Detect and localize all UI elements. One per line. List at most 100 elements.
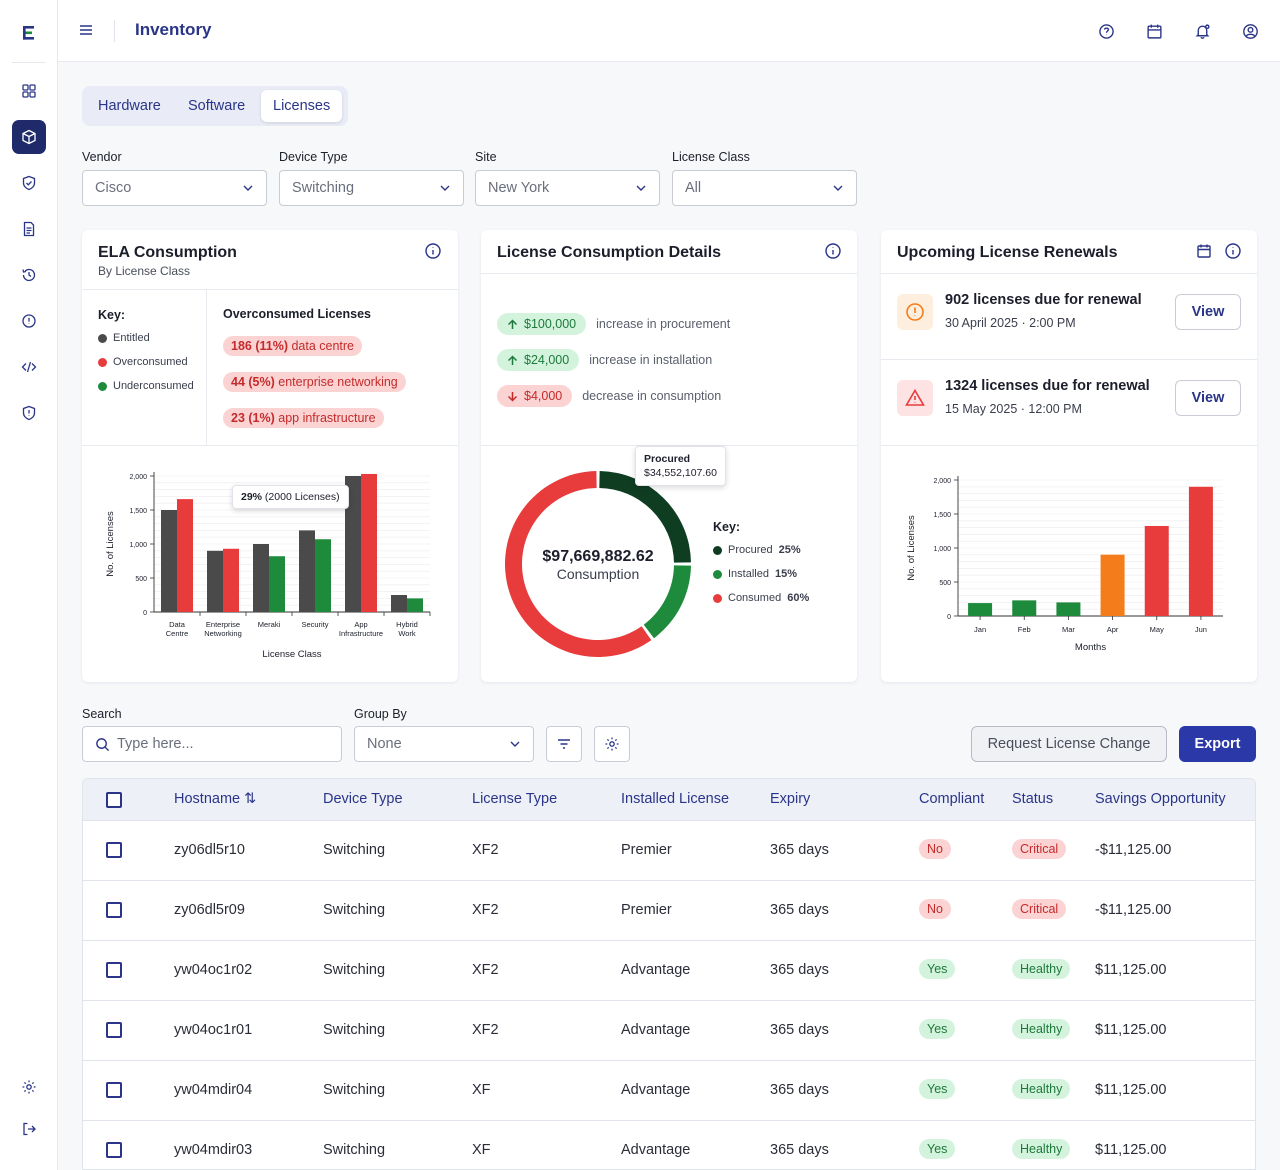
bar-apr xyxy=(1100,554,1125,616)
arrow-down-icon xyxy=(507,391,518,402)
table-row[interactable]: zy06dl5r10 Switching XF2 Premier 365 days -$1… xyxy=(83,820,1255,880)
sidebar-item-compliance[interactable] xyxy=(12,396,46,430)
cell-expiry: 365 days xyxy=(770,1142,829,1158)
cell-hostname: zy06dl5r09 xyxy=(174,902,245,918)
table-row[interactable]: zy06dl5r09 Switching XF2 Premier 365 days -$1… xyxy=(83,880,1255,940)
overconsumed-pill[interactable]: 23 (1%) app infrastructure xyxy=(223,408,384,428)
app-logo-icon[interactable] xyxy=(18,22,40,44)
key-label: Installed xyxy=(728,568,769,580)
y-tick-label: 2,000 xyxy=(129,474,147,481)
tab-hardware[interactable]: Hardware xyxy=(98,98,161,114)
row-checkbox[interactable] xyxy=(106,962,122,978)
sidebar-item-alerts[interactable] xyxy=(12,304,46,338)
table-settings-button[interactable] xyxy=(594,726,630,762)
sidebar-item-history[interactable] xyxy=(12,258,46,292)
key-percent: 15% xyxy=(774,568,798,580)
info-icon[interactable] xyxy=(1224,242,1242,260)
view-button[interactable]: View xyxy=(1175,380,1241,416)
table-row[interactable]: yw04oc1r01 Switching XF2 Advantage 365 days $… xyxy=(83,1000,1255,1060)
cell-license: XF xyxy=(472,1082,491,1098)
row-checkbox[interactable] xyxy=(106,842,122,858)
renewal-time: 12:00 PM xyxy=(1028,402,1082,416)
status-badge: Healthy xyxy=(1012,959,1071,979)
x-tick-label: May xyxy=(1150,625,1164,634)
renewals-bar-chart: 0 500 1,000 1,500 2,000 Jan Feb Mar Apr May Jun Mon… xyxy=(906,476,1223,653)
warning-badge xyxy=(897,294,933,330)
calendar-icon[interactable] xyxy=(1195,242,1213,260)
renewal-item: 902 licenses due for renewal 30 April 20… xyxy=(881,274,1257,360)
license-class-select[interactable]: All xyxy=(672,170,857,206)
overconsumed-pill[interactable]: 186 (11%) data centre xyxy=(223,336,362,356)
key-overconsumed: Overconsumed xyxy=(98,350,194,374)
divider xyxy=(881,273,1257,274)
row-checkbox[interactable] xyxy=(106,1022,122,1038)
tab-software[interactable]: Software xyxy=(188,98,246,114)
calendar-button[interactable] xyxy=(1143,20,1165,42)
row-checkbox[interactable] xyxy=(106,902,122,918)
cell-device: Switching xyxy=(323,902,386,918)
sidebar-item-inventory[interactable] xyxy=(12,120,46,154)
site-select[interactable]: New York xyxy=(475,170,660,206)
filter-icon xyxy=(558,739,570,749)
row-checkbox[interactable] xyxy=(106,1142,122,1158)
sidebar-item-security[interactable] xyxy=(12,166,46,200)
cell-expiry: 365 days xyxy=(770,962,829,978)
tooltip-value: $34,552,107.60 xyxy=(644,467,717,479)
device-type-label: Device Type xyxy=(279,150,348,164)
compliant-badge: Yes xyxy=(919,1019,956,1039)
cell-savings: -$11,125.00 xyxy=(1095,902,1172,918)
column-expiry[interactable]: Expiry xyxy=(770,791,811,807)
x-tick-label: App xyxy=(354,620,367,629)
renewal-day: 15 May 2025 xyxy=(945,402,1018,416)
sidebar-item-dashboard[interactable] xyxy=(12,74,46,108)
sidebar-item-logout[interactable] xyxy=(12,1112,46,1146)
device-type-select[interactable]: Switching xyxy=(279,170,464,206)
license-class-label: License Class xyxy=(672,150,750,164)
compliant-badge: No xyxy=(919,899,951,919)
help-button[interactable] xyxy=(1095,20,1117,42)
cell-device: Switching xyxy=(323,1082,386,1098)
row-checkbox[interactable] xyxy=(106,1082,122,1098)
filter-button[interactable] xyxy=(546,726,582,762)
column-installed-license[interactable]: Installed License xyxy=(621,791,730,807)
sidebar-item-code[interactable] xyxy=(12,350,46,384)
column-device-type[interactable]: Device Type xyxy=(323,791,403,807)
group-by-select[interactable]: None xyxy=(354,726,534,762)
table-row[interactable]: yw04oc1r02 Switching XF2 Advantage 365 days $… xyxy=(83,940,1255,1000)
chevron-down-icon xyxy=(510,741,520,747)
divider xyxy=(481,273,857,274)
request-license-change-button[interactable]: Request License Change xyxy=(971,726,1167,762)
x-tick-label: Feb xyxy=(1018,625,1031,634)
column-hostname[interactable]: Hostname ⇅ xyxy=(174,791,256,807)
delta-value: $24,000 xyxy=(524,353,570,367)
info-icon[interactable] xyxy=(824,242,842,260)
chevron-down-icon xyxy=(243,185,253,191)
tab-licenses[interactable]: Licenses xyxy=(261,90,343,122)
profile-button[interactable] xyxy=(1239,20,1261,42)
search-input[interactable] xyxy=(117,733,327,755)
bar-consumed xyxy=(269,556,285,612)
overconsumed-pill[interactable]: 44 (5%) enterprise networking xyxy=(223,372,406,392)
table-row[interactable]: yw04mdir04 Switching XF Advantage 365 days $1… xyxy=(83,1060,1255,1120)
vendor-select[interactable]: Cisco xyxy=(82,170,267,206)
donut-slice-installed xyxy=(643,565,691,639)
select-all-checkbox[interactable] xyxy=(106,792,122,808)
renewal-title: 902 licenses due for renewal xyxy=(945,292,1142,308)
sidebar-item-reports[interactable] xyxy=(12,212,46,246)
bell-icon xyxy=(1195,23,1210,39)
key-label: Underconsumed xyxy=(113,380,194,392)
info-icon[interactable] xyxy=(424,242,442,260)
export-button[interactable]: Export xyxy=(1179,726,1256,762)
notifications-button[interactable] xyxy=(1191,20,1213,42)
column-status[interactable]: Status xyxy=(1012,791,1054,807)
status-badge: Healthy xyxy=(1012,1139,1071,1159)
table-row[interactable]: yw04mdir03 Switching XF Advantage 365 days $1… xyxy=(83,1120,1255,1169)
sidebar-item-settings[interactable] xyxy=(12,1070,46,1104)
site-filter: Site New York xyxy=(475,150,660,206)
view-button[interactable]: View xyxy=(1175,294,1241,330)
column-savings-opportunity[interactable]: Savings Opportunity xyxy=(1095,791,1226,807)
column-compliant[interactable]: Compliant xyxy=(919,791,985,807)
divider xyxy=(881,445,1257,446)
menu-icon[interactable] xyxy=(78,22,94,38)
column-license-type[interactable]: License Type xyxy=(472,791,558,807)
